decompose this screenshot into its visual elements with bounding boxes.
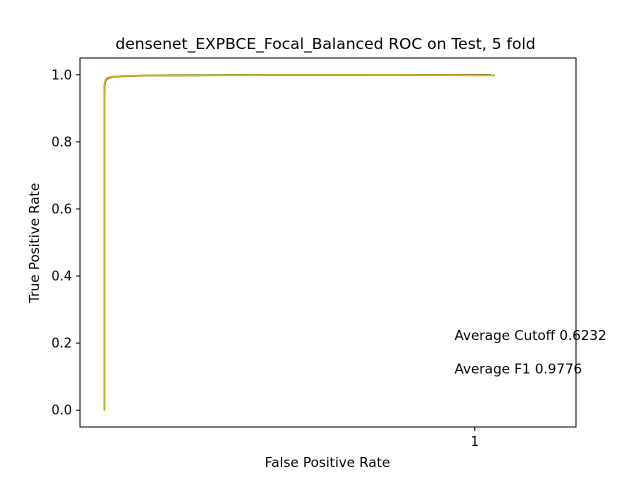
y-tick-label: 0.8 — [51, 135, 72, 150]
y-tick-label: 0.0 — [51, 404, 72, 419]
y-tick-label: 0.2 — [51, 337, 72, 352]
roc-curve-fold-1 — [103, 74, 491, 411]
chart-title: densenet_EXPBCE_Focal_Balanced ROC on Te… — [115, 35, 535, 54]
y-tick-label: 0.6 — [51, 202, 72, 217]
y-axis-ticks: 0.0 0.2 0.4 0.6 0.8 1.0 — [51, 68, 80, 419]
roc-curve-fold-3 — [103, 74, 489, 411]
roc-curve-fold-4 — [103, 74, 487, 411]
plot-area — [79, 57, 577, 428]
roc-curve-fold-2 — [103, 74, 496, 411]
annotation-1: Average Cutoff 0.6232 — [455, 328, 607, 344]
roc-curve-fold-5 — [103, 74, 493, 411]
x-axis-ticks: 1 — [471, 427, 479, 450]
x-tick-label: 1 — [471, 435, 479, 450]
y-tick-label: 0.4 — [51, 270, 72, 285]
series-layer — [103, 74, 496, 411]
annotation-2: Average F1 0.9776 — [455, 361, 583, 377]
plot-frame — [79, 57, 577, 428]
x-axis-label: False Positive Rate — [265, 455, 390, 471]
y-axis-label: True Positive Rate — [27, 183, 43, 304]
annotation-layer: Average Cutoff 0.6232 Average F1 0.9776 — [455, 328, 607, 378]
y-tick-label: 1.0 — [51, 68, 72, 83]
